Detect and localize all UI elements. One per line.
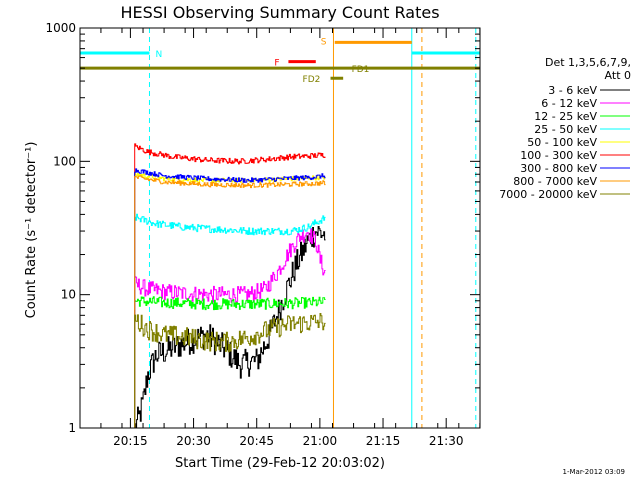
series-line [134, 296, 326, 428]
x-tick-label: 21:30 [429, 434, 464, 448]
y-tick-label: 1 [68, 421, 76, 435]
series-line [134, 226, 326, 429]
legend-entry-label: 800 - 7000 keV [513, 175, 597, 188]
series-line [134, 175, 326, 428]
series-line [134, 228, 326, 428]
plot-frame [79, 27, 481, 429]
legend-entry-label: 300 - 800 keV [520, 162, 597, 175]
legend-entry-label: 6 - 12 keV [541, 97, 597, 110]
chart-title: HESSI Observing Summary Count Rates [120, 3, 439, 22]
timestamp: 1-Mar-2012 03:09 [563, 468, 625, 476]
mode-label: FD1 [352, 65, 370, 75]
x-axis-label: Start Time (29-Feb-12 20:03:02) [175, 456, 385, 471]
series-line [134, 168, 326, 428]
mode-label: S [321, 37, 327, 47]
legend-entry-label: 3 - 6 keV [548, 84, 597, 97]
y-axis-label: Count Rate (s⁻¹ detector⁻¹) [24, 142, 39, 319]
mode-label: FD2 [303, 75, 321, 85]
y-tick-label: 1000 [45, 21, 76, 35]
plot-area: N S F FD1 FD2 [79, 27, 481, 429]
x-tick-label: 21:15 [366, 434, 401, 448]
series-line [134, 143, 326, 428]
x-tick-label: 20:45 [239, 434, 274, 448]
legend-entry-label: 25 - 50 keV [534, 123, 597, 136]
x-tick-label: 20:15 [113, 434, 148, 448]
legend-title: Det 1,3,5,6,7,9, [545, 56, 631, 69]
legend-entry-label: 100 - 300 keV [520, 149, 597, 162]
legend-entry-label: 7000 - 20000 keV [499, 188, 597, 201]
mode-label: N [155, 50, 162, 60]
legend-title: Att 0 [605, 69, 631, 82]
legend-entry-label: 12 - 25 keV [534, 110, 597, 123]
x-tick-label: 20:30 [176, 434, 211, 448]
x-axis: 20:15 20:30 20:45 21:00 21:15 21:30 [100, 28, 481, 448]
series-line [134, 213, 326, 428]
legend-entry-label: 50 - 100 keV [527, 136, 597, 149]
series-line [134, 313, 326, 428]
x-tick-label: 21:00 [303, 434, 338, 448]
y-axis: 1 10 100 1000 [45, 21, 480, 435]
mode-label: F [274, 59, 279, 69]
y-tick-label: 10 [61, 288, 76, 302]
y-tick-label: 100 [53, 154, 76, 168]
